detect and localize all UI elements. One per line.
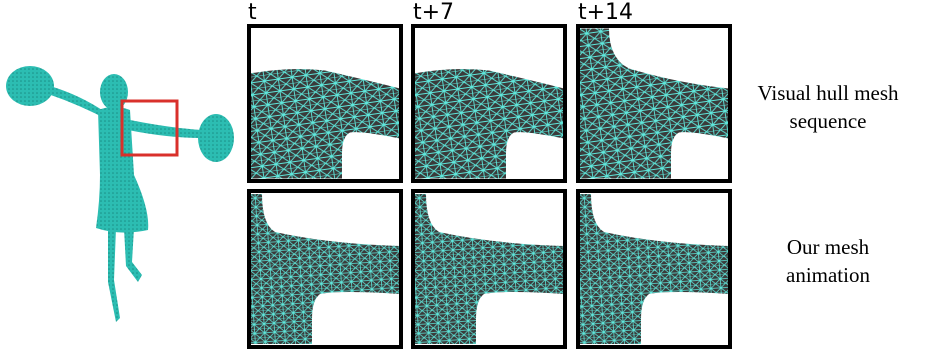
body-model bbox=[6, 66, 234, 322]
row-label: animation bbox=[786, 263, 870, 287]
column-label: t+7 bbox=[413, 0, 454, 25]
figure: t t+7 t+14 Visual hull mesh sequence Our… bbox=[0, 0, 925, 354]
row-label: Our mesh bbox=[787, 235, 870, 259]
row-label: Visual hull mesh bbox=[757, 81, 899, 105]
row-label: sequence bbox=[790, 109, 867, 133]
column-label: t+14 bbox=[578, 0, 633, 25]
column-label: t bbox=[248, 0, 257, 25]
panels bbox=[249, 26, 730, 347]
